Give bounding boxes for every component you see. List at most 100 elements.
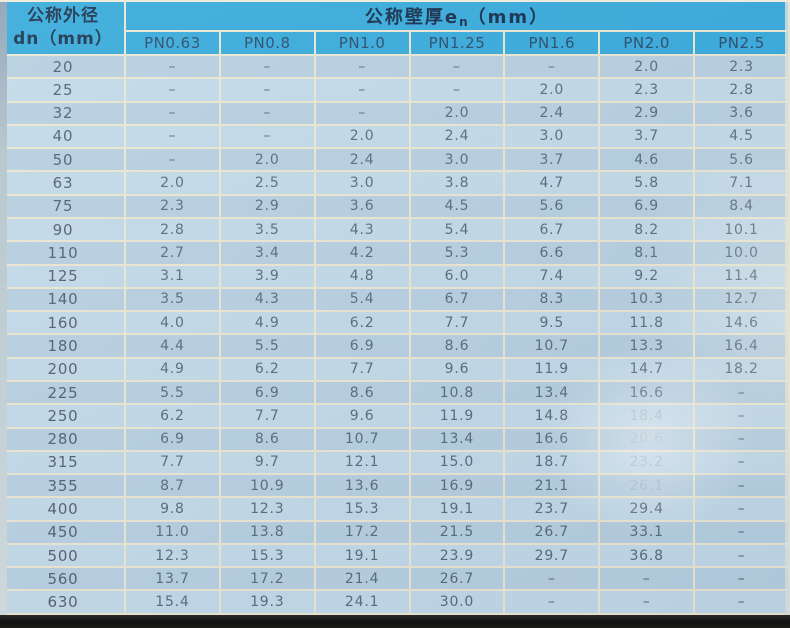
value-cell: 5.6 — [505, 195, 599, 217]
value-cell: 5.4 — [410, 218, 504, 241]
wall-thickness-header-suffix: （mm） — [467, 7, 550, 28]
value-cell: 2.0 — [600, 56, 694, 78]
table-row: 32– – –2.0 2.4 2.9 3.6 — [2, 102, 788, 124]
value-cell: 2.7 — [126, 242, 219, 264]
value-cell: – — [695, 451, 788, 474]
value-cell: 7.1 — [695, 172, 788, 194]
table-row: 630 15.4 19.3 24.1 30.0– – – — [2, 591, 788, 613]
value-cell: 4.7 — [505, 172, 599, 194]
value-cell: 10.3 — [600, 288, 694, 311]
table-row: 500 12.3 15.3 19.1 23.9 29.7 36.8– — [2, 544, 788, 567]
value-cell: 3.5 — [220, 218, 314, 241]
value-cell: – — [315, 102, 409, 124]
table-body: 20– – – – –2.0 2.3 25– – – –2.0 2.3 2.8 32– – –2.0 2.4 2… — [2, 56, 788, 613]
dn-cell: 315 — [2, 451, 124, 474]
value-cell: 12.3 — [126, 544, 219, 567]
dn-cell: 450 — [2, 521, 124, 543]
value-cell: 2.8 — [695, 79, 788, 101]
value-cell: – — [410, 56, 504, 78]
value-cell: 8.3 — [505, 288, 599, 311]
value-cell: 2.3 — [600, 79, 694, 101]
value-cell: 5.6 — [695, 149, 788, 171]
value-cell: – — [505, 568, 599, 590]
dn-cell: 110 — [2, 242, 124, 264]
dn-cell: 160 — [2, 312, 124, 334]
value-cell: 2.3 — [695, 56, 788, 78]
value-cell: 17.2 — [220, 568, 314, 590]
dn-cell: 400 — [2, 498, 124, 520]
value-cell: 8.6 — [220, 428, 314, 450]
value-cell: 5.4 — [315, 288, 409, 311]
value-cell: 2.3 — [126, 195, 219, 217]
value-cell: 30.0 — [410, 591, 504, 613]
value-cell: 7.4 — [505, 265, 599, 287]
wall-thickness-header-prefix: 公称壁厚e — [364, 7, 460, 28]
value-cell: 6.2 — [315, 312, 409, 334]
table-row: 63 2.0 2.5 3.0 3.8 4.7 5.8 7.1 — [2, 172, 788, 194]
value-cell: – — [126, 79, 219, 101]
value-cell: – — [220, 102, 314, 124]
value-cell: 9.7 — [220, 451, 314, 474]
value-cell: 23.9 — [410, 544, 504, 567]
table-row: 90 2.8 3.5 4.3 5.4 6.7 8.2 10.1 — [2, 218, 788, 241]
value-cell: – — [695, 568, 788, 590]
value-cell: 2.8 — [126, 218, 219, 241]
value-cell: 16.6 — [600, 381, 694, 404]
dn-cell: 630 — [2, 591, 124, 613]
value-cell: – — [695, 381, 788, 404]
value-cell: 7.7 — [220, 405, 314, 427]
pn-column-header: PN1.25 — [410, 32, 504, 54]
table-row: 200 4.9 6.2 7.7 9.6 11.9 14.7 18.2 — [2, 358, 788, 380]
value-cell: 8.1 — [600, 242, 694, 264]
value-cell: 6.7 — [410, 288, 504, 311]
value-cell: 2.9 — [220, 195, 314, 217]
table-row: 280 6.9 8.6 10.7 13.4 16.6 20.6– — [2, 428, 788, 450]
table-header: 公称外径 dn（mm） 公称壁厚en（mm） PN0.63 PN0.8 PN1.0 P… — [2, 2, 788, 54]
value-cell: 2.5 — [220, 172, 314, 194]
value-cell: 2.4 — [315, 149, 409, 171]
value-cell: 23.7 — [505, 498, 599, 520]
dn-cell: 63 — [2, 172, 124, 194]
spec-table: 公称外径 dn（mm） 公称壁厚en（mm） PN0.63 PN0.8 PN1.0 P… — [0, 0, 790, 615]
value-cell: 5.5 — [126, 381, 219, 404]
value-cell: 23.2 — [600, 451, 694, 474]
value-cell: 7.7 — [315, 358, 409, 380]
value-cell: 14.6 — [695, 312, 788, 334]
dn-cell: 180 — [2, 335, 124, 357]
value-cell: 16.6 — [505, 428, 599, 450]
table-row: 355 8.7 10.9 13.6 16.9 21.1 26.1– — [2, 475, 788, 497]
value-cell: 9.6 — [410, 358, 504, 380]
dn-cell: 200 — [2, 358, 124, 380]
value-cell: 21.5 — [410, 521, 504, 543]
dn-cell: 280 — [2, 428, 124, 450]
value-cell: 3.6 — [315, 195, 409, 217]
value-cell: 5.8 — [600, 172, 694, 194]
value-cell: 10.1 — [695, 218, 788, 241]
value-cell: 21.4 — [315, 568, 409, 590]
value-cell: – — [695, 544, 788, 567]
value-cell: 8.6 — [315, 381, 409, 404]
pn-column-header: PN1.6 — [505, 32, 599, 54]
value-cell: 13.8 — [220, 521, 314, 543]
value-cell: 12.1 — [315, 451, 409, 474]
pn-column-header: PN2.5 — [695, 32, 788, 54]
value-cell: 8.6 — [410, 335, 504, 357]
table-row: 40– –2.0 2.4 3.0 3.7 4.5 — [2, 125, 788, 148]
value-cell: – — [126, 102, 219, 124]
value-cell: 19.1 — [410, 498, 504, 520]
value-cell: – — [695, 405, 788, 427]
value-cell: 10.9 — [220, 475, 314, 497]
value-cell: 8.4 — [695, 195, 788, 217]
value-cell: 19.1 — [315, 544, 409, 567]
value-cell: 13.4 — [505, 381, 599, 404]
value-cell: – — [695, 498, 788, 520]
value-cell: 15.4 — [126, 591, 219, 613]
value-cell: – — [126, 125, 219, 148]
value-cell: 18.7 — [505, 451, 599, 474]
value-cell: 18.4 — [600, 405, 694, 427]
value-cell: 12.3 — [220, 498, 314, 520]
value-cell: 6.2 — [126, 405, 219, 427]
value-cell: 21.1 — [505, 475, 599, 497]
value-cell: 36.8 — [600, 544, 694, 567]
value-cell: 4.3 — [220, 288, 314, 311]
